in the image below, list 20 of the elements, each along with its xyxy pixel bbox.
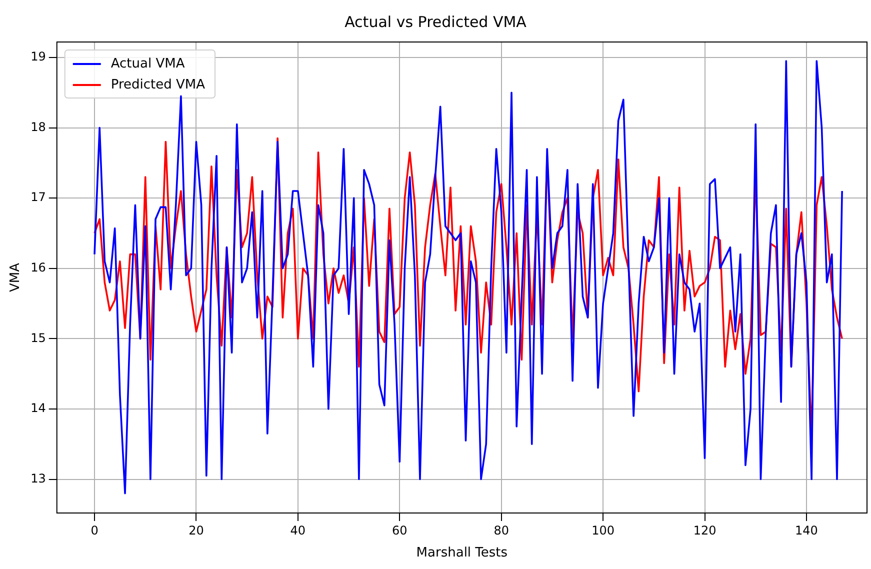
x-tick-label: 40 [290,523,306,538]
y-tick-label: 15 [30,330,46,345]
y-tick-label: 18 [30,120,46,134]
y-tick-label: 19 [30,50,46,64]
x-tick-label: 80 [494,523,509,538]
x-tick-label: 60 [392,523,408,538]
x-tick-label: 20 [188,523,204,538]
x-tick-label: 140 [795,523,818,538]
y-tick-label: 13 [30,471,46,486]
legend-label: Actual VMA [110,56,185,72]
y-tick-label: 14 [30,401,46,416]
y-tick-label: 16 [30,260,46,274]
x-tick-label: 0 [90,523,98,538]
y-tick-label: 17 [30,190,46,204]
chart-title: Actual vs Predicted VMA [344,12,528,31]
x-tick-label: 120 [693,523,716,538]
x-tick-label: 100 [592,523,615,538]
y-axis-title: VMA [8,262,24,292]
x-axis-title: Marshall Tests [416,546,508,561]
legend-label: Predicted VMA [110,77,206,92]
